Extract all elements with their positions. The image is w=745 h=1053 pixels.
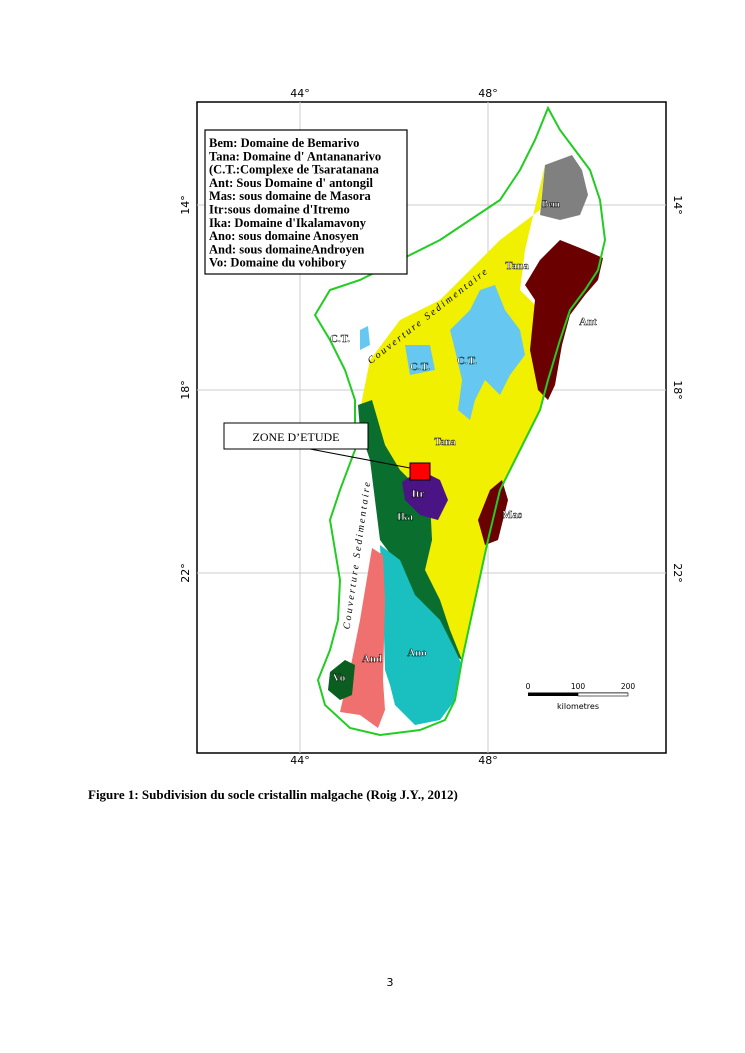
latitude-label: 22° <box>671 563 684 583</box>
region-label: Ano <box>407 647 427 659</box>
scale-unit: kilometres <box>557 702 599 711</box>
study-zone-pointer <box>309 448 411 469</box>
region-label: Ant <box>579 316 597 328</box>
region-label: C.T. <box>457 355 477 367</box>
vo-domain <box>328 660 355 700</box>
legend-entry: Vo: Domaine du vohibory <box>209 256 347 270</box>
ika-domain <box>358 400 462 660</box>
longitude-label: 48° <box>478 754 498 767</box>
region-label: C.T. <box>410 361 430 373</box>
longitude-label: 48° <box>478 87 498 100</box>
tana-domain <box>360 165 555 660</box>
region-label: C.T. <box>330 333 350 345</box>
bem-domain <box>540 155 588 220</box>
ant-domain <box>525 240 603 400</box>
mas-domain <box>478 480 508 545</box>
region-label: Vo <box>333 672 346 684</box>
figure-caption: Figure 1: Subdivision du socle cristalli… <box>88 787 458 802</box>
region-label: Tana <box>434 437 455 448</box>
legend-entry: Itr:sous domaine d'Itremo <box>209 203 350 217</box>
latitude-label: 22° <box>179 563 192 583</box>
legend-entry: Ant: Sous Domaine d' antongil <box>209 176 373 190</box>
region-label: Ika <box>397 511 413 523</box>
latitude-label: 14° <box>179 195 192 215</box>
latitude-label: 18° <box>671 380 684 400</box>
ct-complex <box>360 326 370 350</box>
page-number: 3 <box>387 976 394 989</box>
itr-domain <box>402 470 448 520</box>
legend-entry: Bem: Domaine de Bemarivo <box>209 136 359 150</box>
scale-segment <box>528 693 578 696</box>
scale-segment <box>577 692 629 697</box>
map-figure: ZONE D’ETUDE kilometres <box>196 101 667 754</box>
study-zone-marker <box>409 462 431 481</box>
region-label: Tana <box>505 260 529 272</box>
ano-domain <box>380 545 462 725</box>
region-label: Mas <box>502 509 523 521</box>
scale-tick-label: 100 <box>571 682 586 691</box>
region-label: Itr <box>412 488 425 500</box>
legend-box <box>204 129 408 275</box>
longitude-label: 44° <box>290 754 310 767</box>
legend-entry: Ika: Domaine d'Ikalamavony <box>209 216 367 230</box>
legend-entry: And: sous domaineAndroyen <box>209 242 364 256</box>
latitude-label: 14° <box>671 195 684 215</box>
longitude-label: 44° <box>290 87 310 100</box>
legend-entry: Mas: sous domaine de Masora <box>209 189 372 203</box>
ct-complex <box>405 345 435 375</box>
latitude-label: 18° <box>179 380 192 400</box>
island-outline <box>313 105 607 737</box>
region-label: And <box>362 653 382 665</box>
ct-complex <box>450 285 525 420</box>
legend-entry: Ano: sous domaine Anosyen <box>209 229 359 243</box>
legend-entry: (C.T.:Complexe de Tsaratanana <box>209 163 380 177</box>
scale-tick-label: 200 <box>621 682 636 691</box>
legend-entry: Tana: Domaine d' Antananarivo <box>209 149 381 163</box>
scale-tick-label: 0 <box>526 682 531 691</box>
study-zone-box <box>223 422 369 450</box>
region-label: Bem <box>542 199 560 209</box>
study-zone-label: ZONE D’ETUDE <box>253 430 340 444</box>
